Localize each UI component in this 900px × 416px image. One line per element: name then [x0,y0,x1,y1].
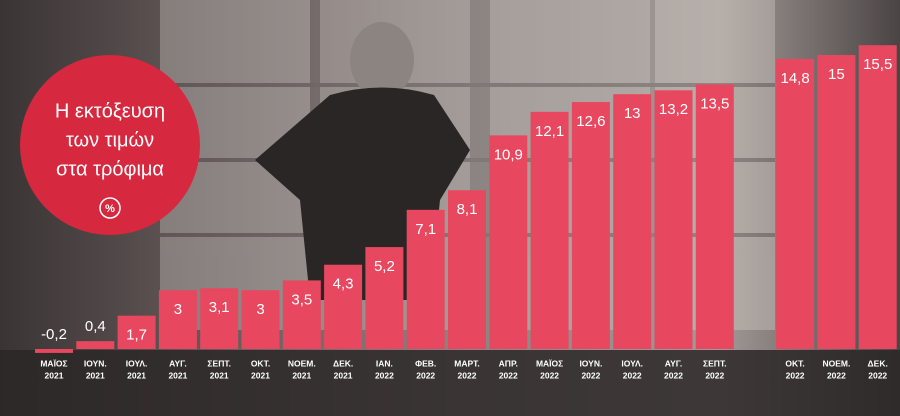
value-label: 3,1 [209,299,230,316]
x-tick-label: ΙΟΥΝ. [84,358,107,368]
bar [613,94,652,349]
x-tick-label-year: 2021 [210,370,229,380]
bar [200,288,239,349]
title: Η εκτόξευση των τιμών στα τρόφιμα [55,100,165,180]
x-tick-label: ΑΥΓ. [169,358,187,368]
value-label: 12,6 [576,113,605,130]
x-tick-label-year: 2022 [827,370,846,380]
bar [817,55,856,349]
bar [858,45,897,349]
x-tick-label: ΔΕΚ. [333,358,353,368]
bar [448,190,486,349]
x-tick-label-year: 2022 [786,370,805,380]
x-tick-label-year: 2021 [86,370,105,380]
x-tick-label-year: 2022 [664,370,683,380]
value-label: 13,2 [659,101,688,118]
value-label: 15,5 [863,56,892,73]
x-tick-label-year: 2022 [623,370,642,380]
unit: % [105,203,115,215]
bar [282,280,321,349]
bar [365,247,404,349]
bar [489,135,528,349]
x-tick-label: ΔΕΚ. [868,358,888,368]
bar [76,341,115,349]
x-tick-label-year: 2022 [416,370,435,380]
x-tick-label-year: 2021 [334,370,353,380]
title-line: Η εκτόξευση [55,100,165,122]
value-label: 3,5 [291,291,312,308]
value-label: 3 [256,301,264,318]
bar [695,84,734,350]
x-tick-label-year: 2021 [127,370,146,380]
value-label: 0,4 [85,318,106,335]
bar [241,290,280,349]
x-tick-label-year: 2022 [375,370,394,380]
title-line: των τιμών [66,129,154,151]
x-tick-label: ΙΟΥΛ. [621,358,643,368]
bar [158,290,197,349]
title-line: στα τρόφιμα [56,158,164,180]
bar [776,58,815,350]
value-label: 10,9 [494,146,523,163]
value-label: 13 [624,105,641,122]
bar [654,90,693,349]
x-tick-label: ΙΑΝ. [376,358,393,368]
value-label: 12,1 [535,123,564,140]
x-tick-label-year: 2022 [540,370,559,380]
value-label: 8,1 [457,201,478,218]
x-tick-label: ΜΑΪΟΣ [40,358,67,368]
x-tick-label: ΝΟΕΜ. [288,358,316,368]
value-label: 7,1 [415,221,436,238]
value-label: -0,2 [41,326,67,343]
x-tick-label-year: 2021 [251,370,270,380]
x-tick-label: ΑΠΡ. [499,358,518,368]
bar [530,111,569,349]
x-tick-label: ΦΕΒ. [415,358,436,368]
bar [324,264,363,349]
x-tick-label: ΙΟΥΝ. [579,358,602,368]
label-strip [0,350,900,416]
x-tick-label: ΟΚΤ. [251,358,270,368]
bar [117,315,156,349]
x-tick-label: ΣΕΠΤ. [703,358,727,368]
value-label: 3 [174,301,182,318]
value-label: 14,8 [780,70,809,87]
value-label: 15 [828,66,845,83]
x-tick-label-year: 2022 [458,370,477,380]
bar [406,209,445,349]
value-label: 4,3 [333,276,354,293]
bar [571,102,610,349]
value-label: 13,5 [700,95,729,112]
x-tick-label-year: 2022 [499,370,518,380]
x-tick-label: ΣΕΠΤ. [207,358,231,368]
unit-badge [99,197,121,219]
x-tick-label: ΜΑΪΟΣ [536,358,563,368]
x-tick-label-year: 2021 [45,370,64,380]
x-tick-label-year: 2022 [868,370,887,380]
title-badge [20,55,200,235]
x-tick-label-year: 2022 [581,370,600,380]
x-tick-label: ΙΟΥΛ. [126,358,148,368]
x-tick-label: ΜΑΡΤ. [454,358,480,368]
bar [35,349,73,353]
x-tick-label-year: 2021 [292,370,311,380]
x-tick-label: ΝΟΕΜ. [822,358,850,368]
x-tick-label-year: 2021 [168,370,187,380]
value-label: 1,7 [126,327,147,344]
x-tick-label: ΟΚΤ. [785,358,804,368]
x-tick-label-year: 2022 [705,370,724,380]
x-tick-label: ΑΥΓ. [665,358,683,368]
value-label: 5,2 [374,258,395,275]
